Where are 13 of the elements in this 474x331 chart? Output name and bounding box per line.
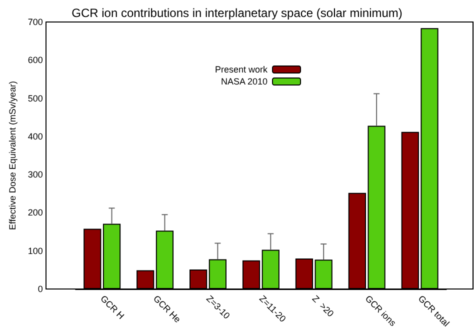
y-tick-label: 400 — [28, 131, 43, 142]
y-tick-label: 300 — [28, 170, 43, 180]
y-tick-label: 0 — [38, 284, 43, 294]
x-tick-label: Z >20 — [310, 293, 336, 319]
legend-label: NASA 2010 — [220, 76, 268, 86]
y-tick-label: 100 — [28, 246, 43, 256]
y-axis-title: Effective Dose Equivalent (mSv/year) — [8, 81, 18, 230]
chart-title: GCR ion contributions in interplanetary space (solar minimum) — [72, 6, 402, 20]
y-tick-label: 200 — [28, 208, 43, 218]
legend-label: Present work — [214, 64, 268, 74]
y-tick-label: 500 — [28, 93, 43, 104]
y-tick-label: 700 — [28, 17, 43, 27]
y-tick-label: 600 — [28, 55, 43, 66]
